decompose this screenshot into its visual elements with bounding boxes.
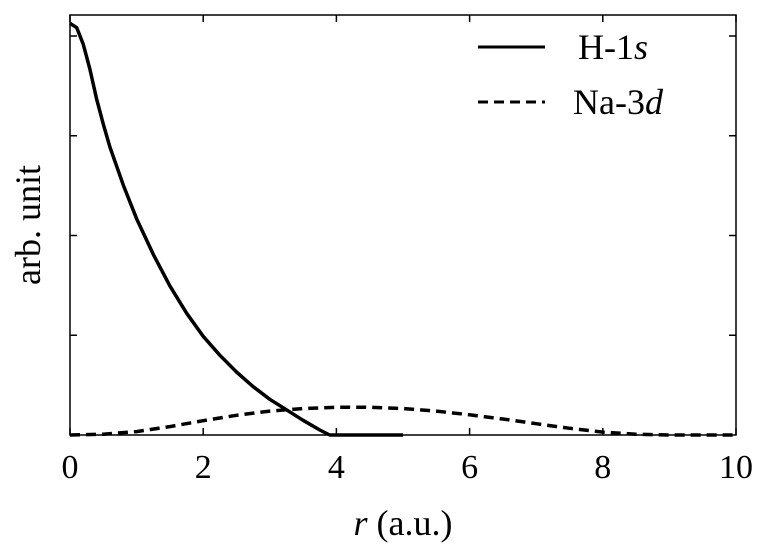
legend-label-na3d: Na-3d [573,82,664,122]
legend-label-h1s: H-1s [578,27,648,67]
y-axis-label: arb. unit [8,165,48,285]
series-line-na3d [69,405,736,437]
legend: H-1s Na-3d [478,27,664,122]
x-tick-label: 8 [594,449,611,486]
x-tick-label: 2 [195,449,212,486]
series-line-h1s [69,21,403,437]
x-axis-label-var: r [354,503,369,543]
x-tick-label: 0 [62,449,79,486]
plot-frame [69,14,737,436]
x-tick-label: 10 [719,449,753,486]
x-axis-label-unit: (a.u.) [368,503,453,543]
y-ticks [70,35,736,336]
x-tick-label: 4 [328,449,345,486]
x-axis-label: r (a.u.) [354,503,453,543]
x-tick-label: 6 [461,449,478,486]
series-layer [69,21,736,437]
